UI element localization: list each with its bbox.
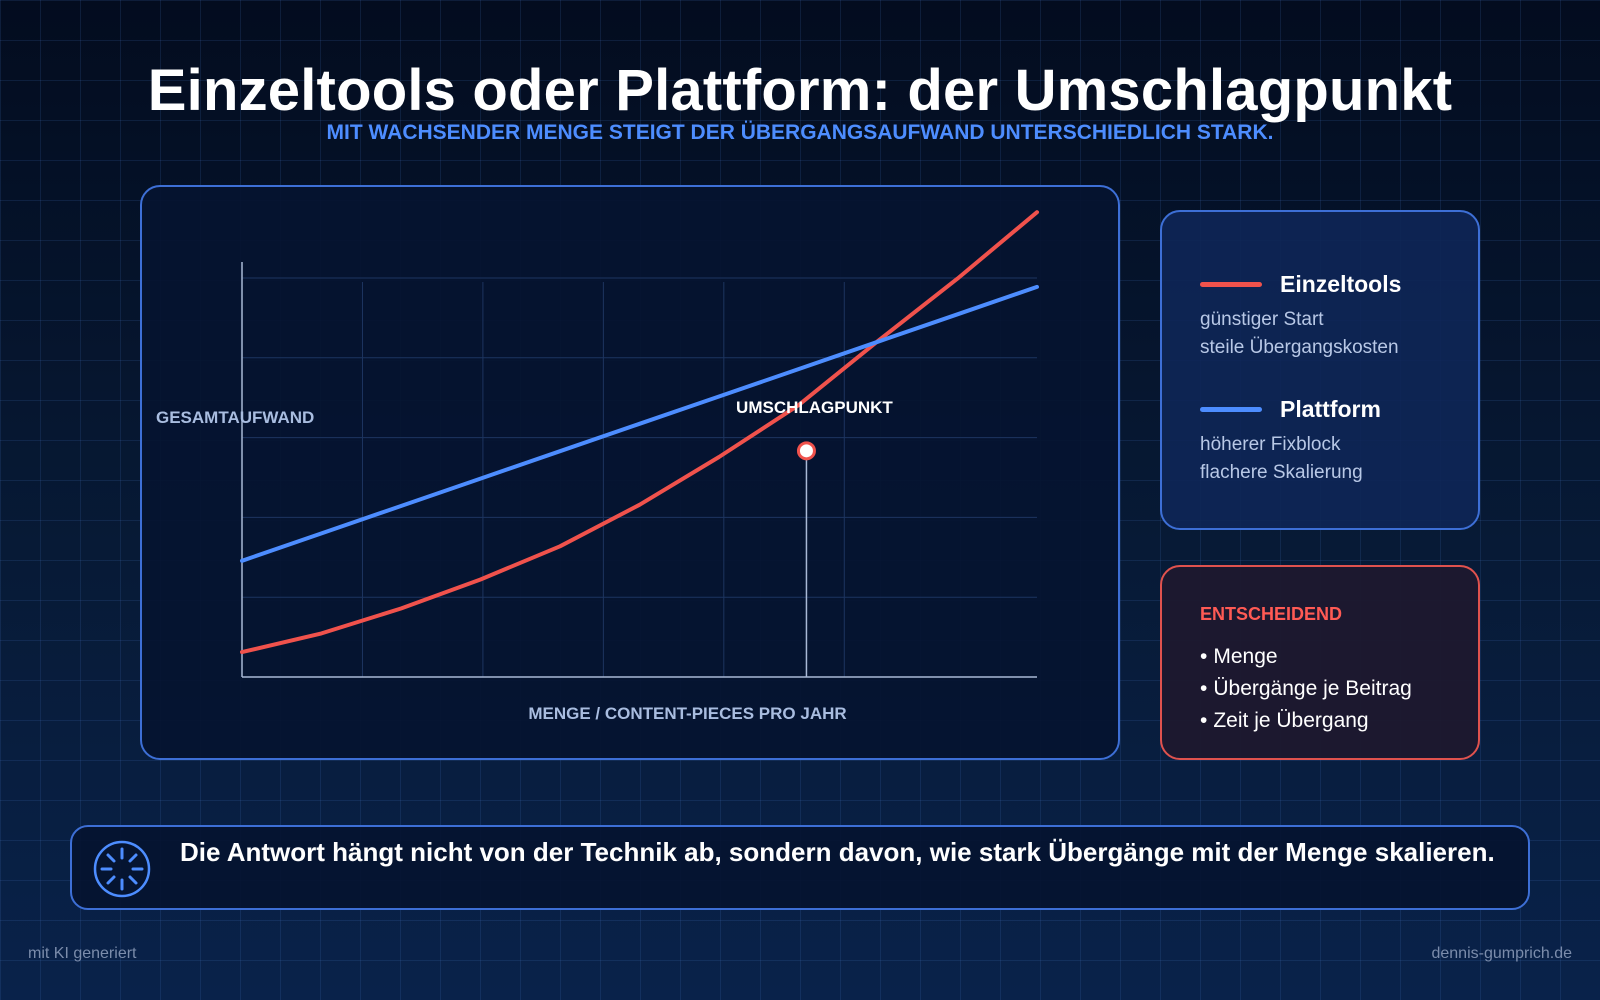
footer-website: dennis-gumprich.de bbox=[1431, 945, 1572, 962]
crossover-label: UMSCHLAGPUNKT bbox=[736, 398, 893, 417]
page-title: Einzeltools oder Plattform: der Umschlag… bbox=[147, 58, 1453, 123]
page-subtitle: MIT WACHSENDER MENGE STEIGT DER ÜBERGANG… bbox=[326, 121, 1274, 144]
decision-factor-item: Menge bbox=[1200, 641, 1412, 673]
legend-panel: Einzeltools günstiger Start steile Überg… bbox=[1160, 210, 1480, 530]
legend-name-einzeltools: Einzeltools bbox=[1280, 271, 1402, 297]
decision-factors-list: Menge Übergänge je Beitrag Zeit je Überg… bbox=[1200, 641, 1412, 737]
chart-panel: GESAMTAUFWAND MENGE / CONTENT-PIECES PRO … bbox=[140, 185, 1120, 760]
decision-factors-panel: ENTSCHEIDEND Menge Übergänge je Beitrag … bbox=[1160, 565, 1480, 760]
loader-icon bbox=[93, 840, 151, 898]
legend-desc-einzeltools-2: steile Übergangskosten bbox=[1200, 337, 1399, 358]
x-axis-label: MENGE / CONTENT-PIECES PRO JAHR bbox=[528, 704, 846, 723]
legend-swatch-plattform bbox=[1200, 407, 1262, 412]
legend-name-plattform: Plattform bbox=[1280, 396, 1381, 422]
legend-swatch-einzeltools bbox=[1200, 282, 1262, 287]
legend-desc-einzeltools-1: günstiger Start bbox=[1200, 309, 1324, 330]
footer-credit: mit KI generiert bbox=[28, 945, 137, 962]
line-chart: GESAMTAUFWAND MENGE / CONTENT-PIECES PRO … bbox=[156, 210, 1039, 723]
decision-factors-title: ENTSCHEIDEND bbox=[1200, 604, 1343, 624]
answer-banner: Die Antwort hängt nicht von der Technik … bbox=[70, 825, 1530, 910]
series-line-einzeltools bbox=[240, 210, 1039, 655]
y-axis-label: GESAMTAUFWAND bbox=[156, 408, 314, 427]
decision-factor-item: Übergänge je Beitrag bbox=[1200, 673, 1411, 705]
decision-factor-item: Zeit je Übergang bbox=[1200, 705, 1412, 737]
crossover-marker bbox=[796, 441, 816, 461]
answer-text: Die Antwort hängt nicht von der Technik … bbox=[180, 837, 1495, 867]
legend-desc-plattform-1: höherer Fixblock bbox=[1200, 434, 1341, 455]
legend-desc-plattform-2: flachere Skalierung bbox=[1200, 462, 1363, 483]
series-line-plattform bbox=[240, 284, 1039, 563]
